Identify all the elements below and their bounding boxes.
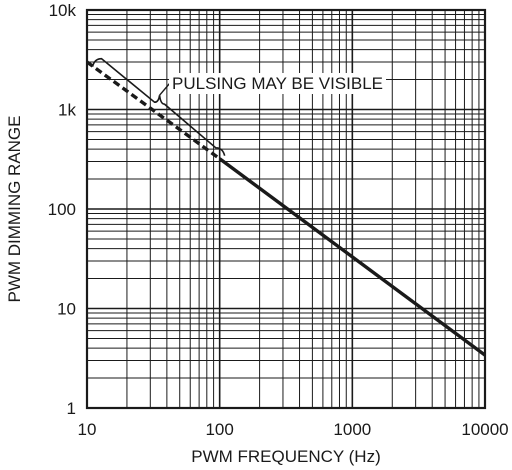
y-tick-label: 1: [67, 399, 76, 418]
y-tick-label: 10: [57, 300, 76, 319]
plot-frame: [85, 8, 487, 410]
y-tick-label: 1k: [58, 101, 76, 120]
dashed-series-line: [85, 60, 221, 161]
x-tick-label: 100: [205, 420, 233, 439]
x-axis-label: PWM FREQUENCY (Hz): [191, 447, 381, 466]
y-axis-label: PWM DIMMING RANGE: [5, 116, 24, 303]
solid-series-line: [218, 157, 487, 357]
x-tick-label: 10000: [461, 420, 508, 439]
annotation-leader: [159, 82, 171, 96]
x-tick-label: 10: [78, 420, 97, 439]
pulsing-annotation: PULSING MAY BE VISIBLE: [91, 57, 387, 156]
annotation-text: PULSING MAY BE VISIBLE: [172, 74, 383, 93]
x-tick-labels: 10 100 1000 10000: [78, 420, 509, 439]
y-tick-labels: 1 10 100 1k 10k: [48, 1, 77, 418]
y-tick-label: 100: [48, 200, 76, 219]
annotation-background: [169, 73, 387, 94]
x-tick-label: 1000: [333, 420, 371, 439]
y-tick-label: 10k: [49, 1, 77, 20]
data-series: [85, 60, 487, 357]
